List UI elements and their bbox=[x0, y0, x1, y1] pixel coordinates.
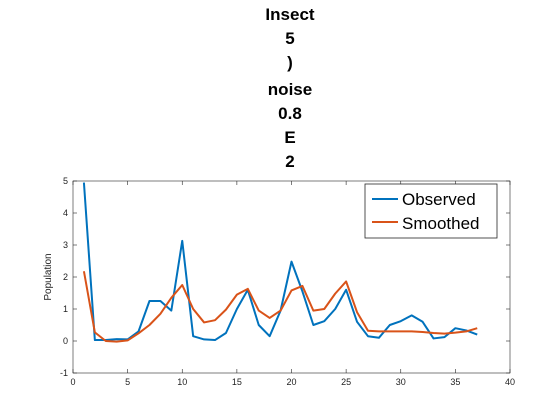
x-tick-label: 30 bbox=[396, 377, 406, 387]
x-axis-ticks: 0 5 10 15 20 25 30 35 40 bbox=[70, 181, 515, 387]
y-axis-ticks: -1 0 1 2 3 4 5 bbox=[60, 176, 510, 378]
y-tick-label: 2 bbox=[63, 272, 68, 282]
x-tick-label: 35 bbox=[450, 377, 460, 387]
title-line-1: Insect bbox=[265, 5, 314, 24]
title-line-3: ) bbox=[287, 53, 293, 72]
legend-box bbox=[364, 183, 498, 239]
x-tick-label: 25 bbox=[341, 377, 351, 387]
x-tick-label: 0 bbox=[70, 377, 75, 387]
title-line-4: noise bbox=[268, 80, 312, 99]
y-axis-label: Population bbox=[43, 253, 54, 300]
x-tick-label: 40 bbox=[505, 377, 515, 387]
chart-title: Insect 5 ) noise 0.8 E 2 bbox=[265, 5, 314, 171]
legend-label-observed: Observed bbox=[402, 190, 476, 209]
x-tick-label: 10 bbox=[177, 377, 187, 387]
series-line-smoothed bbox=[82, 271, 478, 343]
legend-label-smoothed: Smoothed bbox=[402, 214, 480, 233]
y-tick-label: -1 bbox=[60, 368, 68, 378]
title-line-7: 2 bbox=[285, 152, 294, 171]
y-tick-label: 3 bbox=[63, 240, 68, 250]
y-tick-label: 0 bbox=[63, 336, 68, 346]
y-tick-label: 5 bbox=[63, 176, 68, 186]
title-line-6: E bbox=[284, 128, 295, 147]
x-tick-label: 15 bbox=[232, 377, 242, 387]
x-tick-label: 5 bbox=[125, 377, 130, 387]
y-tick-label: 1 bbox=[63, 304, 68, 314]
series-layer bbox=[82, 182, 478, 343]
title-line-2: 5 bbox=[285, 29, 294, 48]
x-tick-label: 20 bbox=[286, 377, 296, 387]
legend: Observed Smoothed bbox=[364, 183, 498, 239]
title-line-5: 0.8 bbox=[278, 104, 302, 123]
y-tick-label: 4 bbox=[63, 208, 68, 218]
